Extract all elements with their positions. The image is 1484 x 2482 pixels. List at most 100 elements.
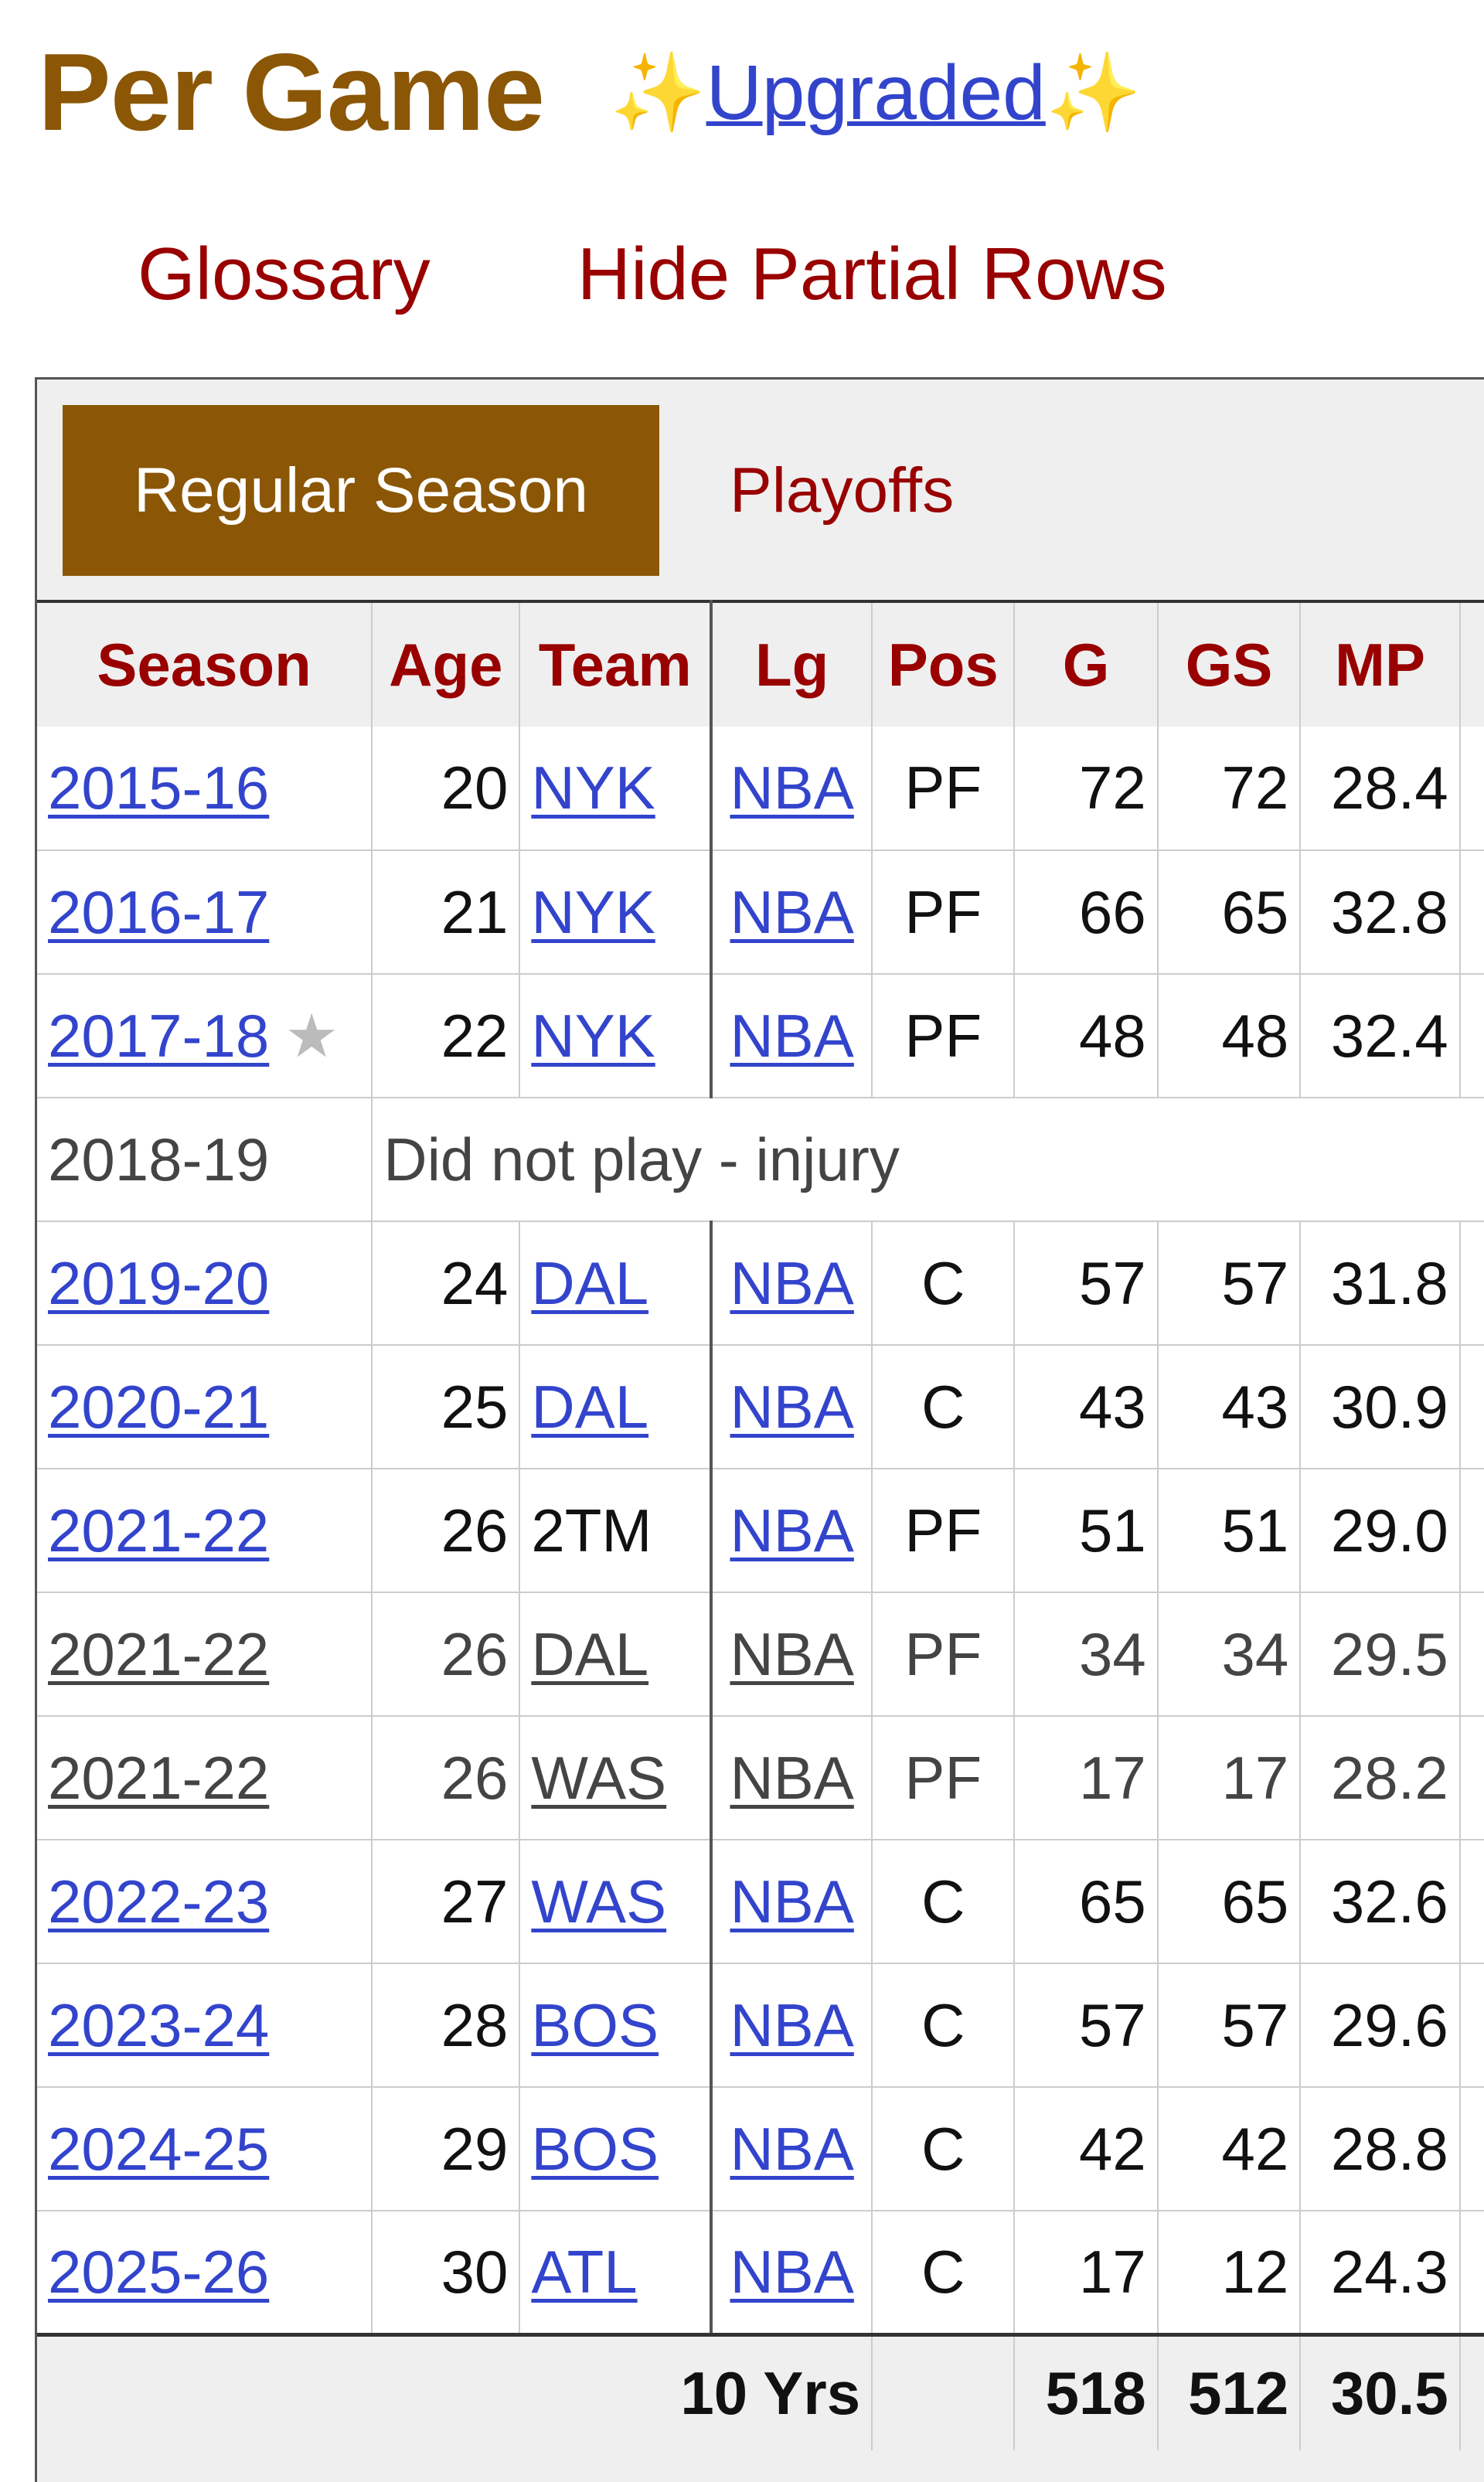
season-link[interactable]: 2019-20 [48,1248,270,1317]
age-cell: 25 [372,1345,521,1469]
all-star-icon: ★ [284,1001,339,1070]
team-cell: DAL [519,1345,713,1469]
position-cell: PF [872,727,1016,851]
column-header-team[interactable]: Team [519,601,713,727]
team-link[interactable]: NYK [531,877,655,946]
team-cell: NYK [519,727,713,851]
league-link[interactable]: NBA [730,1619,854,1688]
season-cell: 2016-17 [37,850,373,975]
league-cell: NBA [711,850,873,975]
position-cell: PF [872,850,1016,975]
glossary-link[interactable]: Glossary [138,233,431,315]
season-link[interactable]: 2021-22 [48,1496,270,1564]
more-cell [1459,1963,1484,2088]
column-header-age[interactable]: Age [372,601,521,727]
more-cell [1459,2087,1484,2211]
league-cell: NBA [711,1840,873,1964]
league-cell: NBA [711,974,873,1098]
league-cell: NBA [711,1345,873,1469]
minutes-cell: 29.0 [1300,1469,1461,1593]
league-cell: NBA [711,2211,873,2335]
team-link[interactable]: BOS [531,1990,659,2059]
games-cell: 43 [1014,1345,1159,1469]
team-link[interactable]: DAL [531,1619,649,1688]
age-cell: 26 [372,1592,521,1717]
games-started-cell: 42 [1157,2087,1302,2211]
season-link[interactable]: 2017-18 [48,1001,270,1070]
team-link[interactable]: DAL [531,1248,649,1317]
season-link[interactable]: 2020-21 [48,1372,270,1441]
league-link[interactable]: NBA [730,2114,854,2183]
team-link[interactable]: NYK [531,1001,655,1070]
column-header-gs[interactable]: GS [1157,601,1302,727]
season-cell: 2017-18 ★ [37,974,373,1098]
league-link[interactable]: NBA [730,1867,854,1936]
season-link[interactable]: 2015-16 [48,754,270,822]
games-started-cell: 12 [1157,2211,1302,2335]
games-cell: 17 [1014,2211,1159,2335]
team-cell: ATL [519,2211,713,2335]
season-cell: 2022-23 [37,1840,373,1964]
position-cell: C [872,2087,1016,2211]
age-cell: 29 [372,2087,521,2211]
team-cell: DAL [519,1592,713,1717]
season-link[interactable]: 2021-22 [48,1743,270,1812]
games-started-cell: 48 [1157,974,1302,1098]
season-link[interactable]: 2016-17 [48,877,270,946]
position-cell: C [872,1840,1016,1964]
season-cell: 2018-19 [37,1098,373,1222]
season-cell: 2024-25 [37,2087,373,2211]
career-label: 10 Yrs [37,2334,873,2450]
league-link[interactable]: NBA [730,1001,854,1070]
career-minutes: 30.5 [1300,2334,1461,2450]
table-row: 2023-24 28 BOS NBA C 57 57 29.6 [37,1963,1484,2088]
position-cell: PF [872,1716,1016,1840]
more-cell [1459,727,1484,851]
season-link[interactable]: 2022-23 [48,1867,270,1936]
league-link[interactable]: NBA [730,1990,854,2059]
season-link[interactable]: 2021-22 [48,1619,270,1688]
minutes-cell: 28.4 [1300,727,1461,851]
season-cell: 2021-22 [37,1592,373,1717]
games-started-cell: 65 [1157,850,1302,975]
league-link[interactable]: NBA [730,754,854,822]
column-header-g[interactable]: G [1014,601,1159,727]
games-cell: 34 [1014,1592,1159,1717]
column-header-mp[interactable]: MP [1300,601,1461,727]
league-link[interactable]: NBA [730,877,854,946]
age-cell: 21 [372,850,521,975]
per-game-table: Season Age Team Lg Pos G GS MP 2015-16 20 NYK NBA P… [37,600,1484,2450]
team-link[interactable]: WAS [531,1867,667,1936]
team-link[interactable]: WAS [531,1743,667,1812]
did-not-play-note: Did not play - injury [372,1098,1484,1222]
league-link[interactable]: NBA [730,1743,854,1812]
hide-partial-rows-link[interactable]: Hide Partial Rows [577,233,1167,315]
column-header-season[interactable]: Season [37,601,373,727]
league-link[interactable]: NBA [730,1496,854,1564]
games-started-cell: 57 [1157,1963,1302,2088]
upgraded-link[interactable]: Upgraded [706,49,1046,136]
league-link[interactable]: NBA [730,1248,854,1317]
tab-playoffs[interactable]: Playoffs [730,455,955,526]
team-link[interactable]: DAL [531,1372,649,1441]
team-link[interactable]: NYK [531,754,655,822]
team-link[interactable]: ATL [531,2237,638,2306]
games-cell: 17 [1014,1716,1159,1840]
league-cell: NBA [711,2087,873,2211]
table-row: 2015-16 20 NYK NBA PF 72 72 28.4 [37,727,1484,851]
league-link[interactable]: NBA [730,2237,854,2306]
league-cell: NBA [711,1221,873,1346]
table-row: 2024-25 29 BOS NBA C 42 42 28.8 [37,2087,1484,2211]
column-header-more [1459,601,1484,727]
team-link[interactable]: BOS [531,2114,659,2183]
column-header-lg[interactable]: Lg [711,601,873,727]
league-link[interactable]: NBA [730,1372,854,1441]
position-cell: PF [872,974,1016,1098]
team-cell: WAS [519,1716,713,1840]
column-header-pos[interactable]: Pos [872,601,1016,727]
season-link[interactable]: 2023-24 [48,1990,270,2059]
season-link[interactable]: 2025-26 [48,2237,270,2306]
tab-regular-season[interactable]: Regular Season [63,405,659,576]
season-link[interactable]: 2024-25 [48,2114,270,2183]
games-started-cell: 51 [1157,1469,1302,1593]
